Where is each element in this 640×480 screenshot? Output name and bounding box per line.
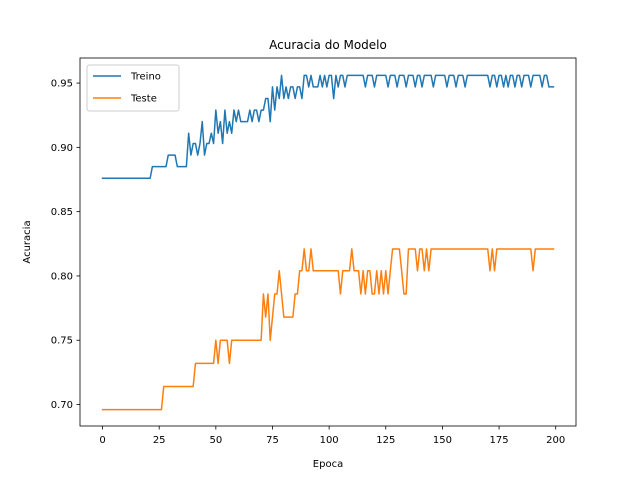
series-line-treino [101,74,555,179]
y-axis: 0.70 0.75 0.80 0.85 0.90 0.95 [51,79,80,411]
legend: Treino Teste [86,64,180,112]
y-tick-label: 0.95 [51,79,73,90]
y-tick-label: 0.80 [51,271,73,282]
x-tick-label: 75 [266,435,279,446]
x-axis: 0 25 50 75 100 125 150 175 200 [99,426,565,446]
plot-area [79,57,577,427]
x-tick-label: 100 [320,435,339,446]
x-tick-label: 25 [153,435,166,446]
y-axis-label: Acuracia [22,220,33,263]
y-tick-label: 0.90 [51,143,73,154]
y-tick-label: 0.85 [51,207,73,218]
x-tick-label: 50 [209,435,222,446]
x-tick-label: 175 [490,435,509,446]
x-tick-label: 0 [99,435,105,446]
plot-frame [79,57,577,427]
legend-label-treino: Treino [130,72,161,83]
series-line-teste [101,248,555,411]
x-tick-label: 125 [376,435,395,446]
x-axis-label: Epoca [313,459,343,470]
legend-label-teste: Teste [130,94,157,105]
y-tick-label: 0.75 [51,336,73,347]
y-tick-label: 0.70 [51,400,73,411]
chart-title: Acuracia do Modelo [269,38,387,52]
x-tick-label: 200 [546,435,565,446]
x-tick-label: 150 [433,435,452,446]
